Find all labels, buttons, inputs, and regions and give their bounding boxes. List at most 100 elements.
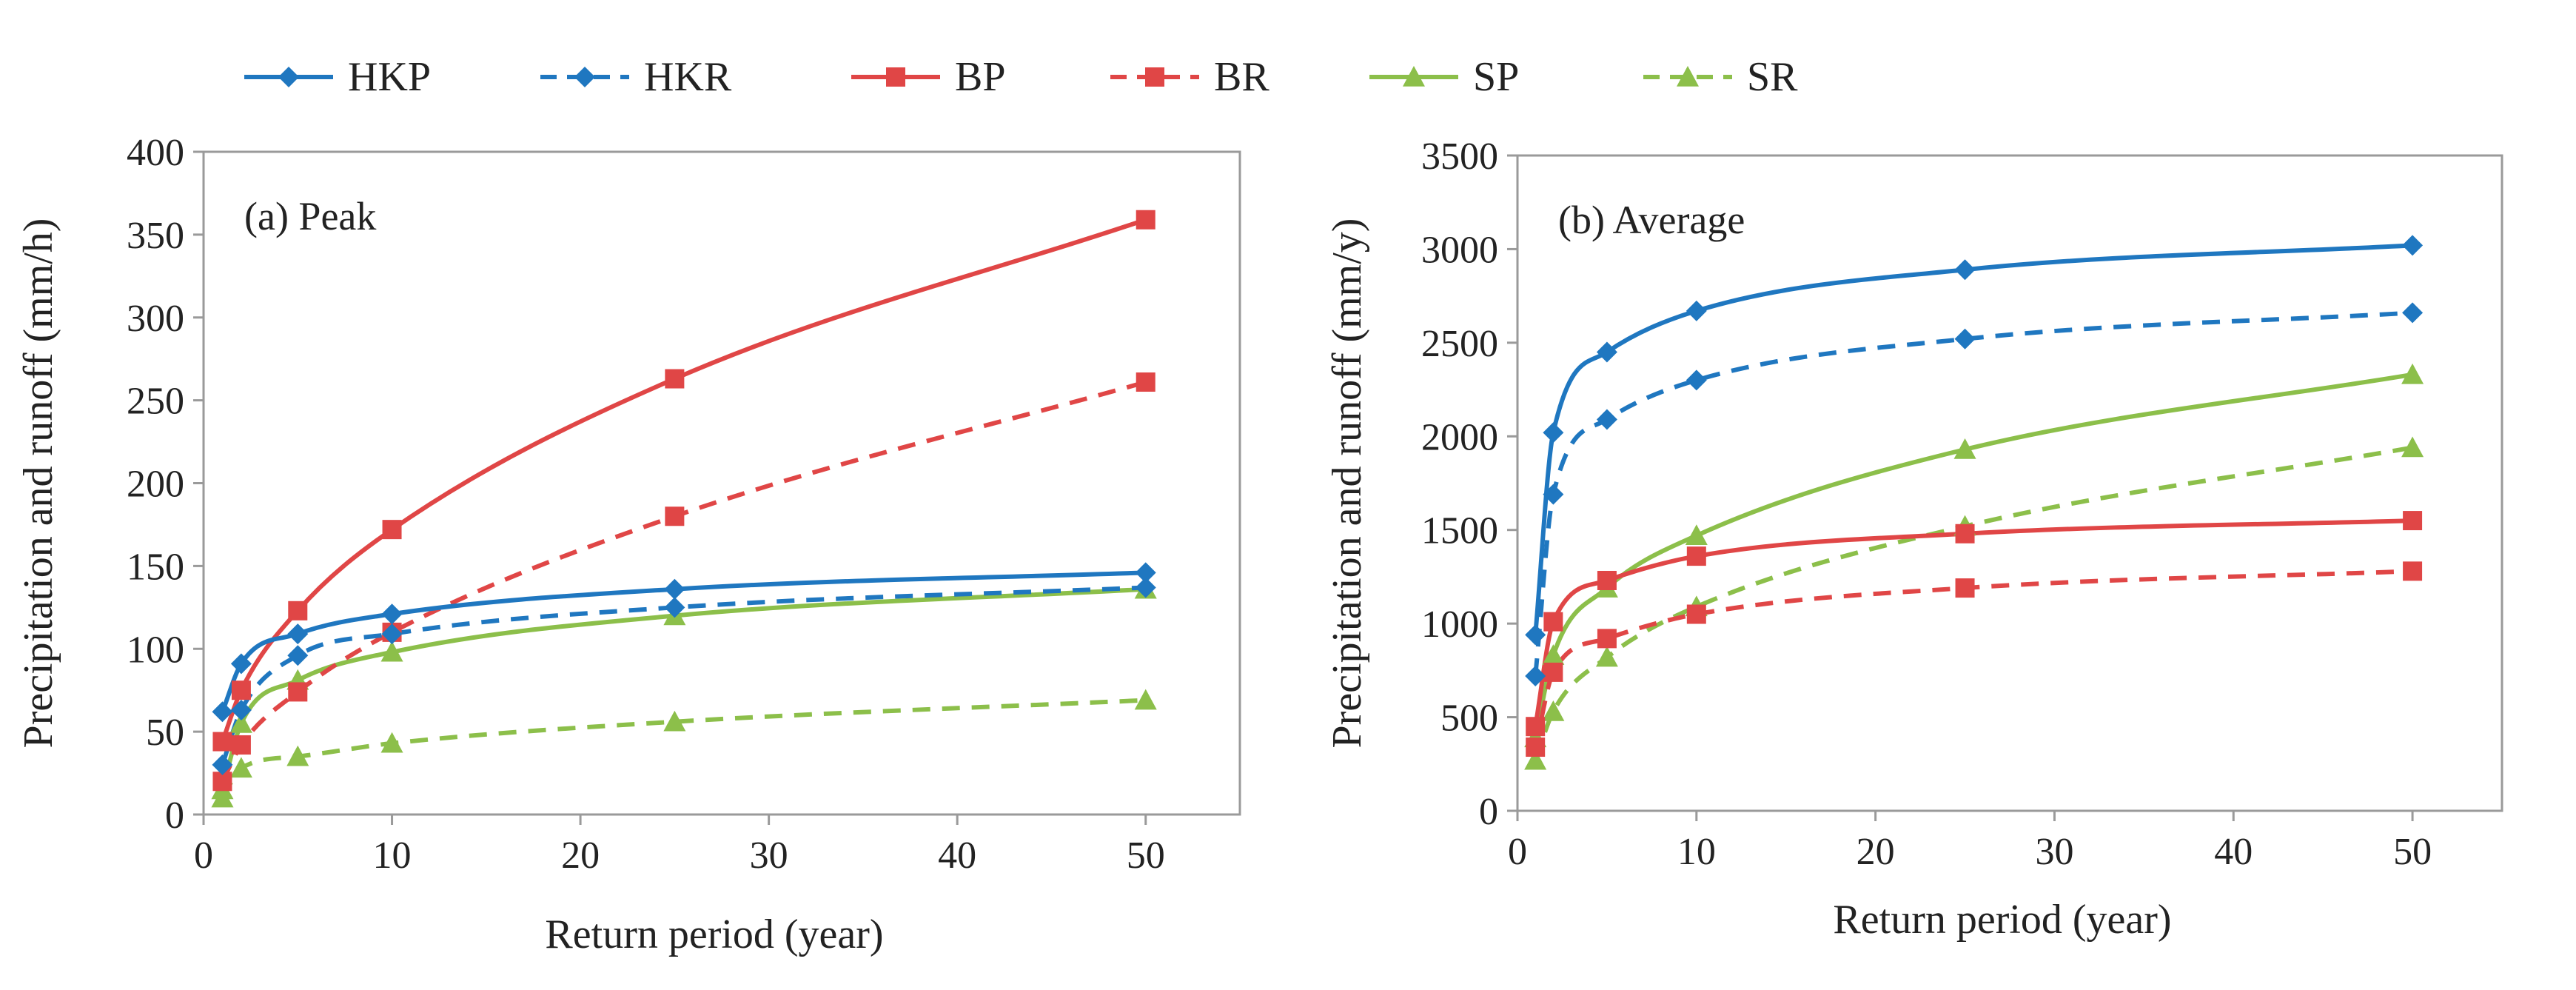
point-sr bbox=[1524, 749, 1547, 770]
point-hkr bbox=[1135, 577, 1156, 598]
point-bp bbox=[288, 601, 308, 621]
point-hkp bbox=[664, 578, 685, 600]
y-tick-label: 250 bbox=[127, 381, 184, 423]
series-line-sr bbox=[1533, 445, 2413, 761]
point-br bbox=[1686, 604, 1706, 624]
point-br bbox=[2403, 561, 2423, 581]
x-tick-label: 0 bbox=[194, 835, 213, 877]
legend-marker-sp bbox=[1403, 66, 1425, 87]
point-bp bbox=[1597, 570, 1617, 590]
legend-label-sr: SR bbox=[1747, 54, 1798, 100]
legend-marker-bp bbox=[886, 67, 905, 87]
point-hkp bbox=[2402, 235, 2424, 256]
series-line-bp bbox=[1533, 518, 2413, 727]
panel-label: (b) Average bbox=[1558, 198, 1745, 242]
point-bp bbox=[231, 680, 251, 700]
legend-item-sr: SR bbox=[1643, 54, 1798, 100]
point-sp bbox=[380, 641, 403, 662]
x-tick-label: 30 bbox=[2035, 831, 2073, 873]
legend-item-br: BR bbox=[1110, 54, 1269, 100]
point-sp bbox=[1953, 438, 1976, 459]
legend-marker-hkr bbox=[574, 67, 595, 87]
legend-marker-br bbox=[1145, 67, 1164, 87]
point-hkp bbox=[1954, 259, 1976, 281]
y-tick-label: 0 bbox=[1479, 791, 1498, 833]
y-tick-label: 2000 bbox=[1421, 416, 1498, 458]
x-tick-label: 0 bbox=[1508, 831, 1527, 873]
x-tick-label: 20 bbox=[561, 835, 600, 877]
x-tick-label: 50 bbox=[2393, 831, 2432, 873]
point-hkp bbox=[381, 603, 403, 625]
point-sp bbox=[2401, 363, 2424, 384]
legend-item-bp: BP bbox=[851, 54, 1006, 100]
point-bp bbox=[2403, 511, 2423, 531]
y-tick-label: 200 bbox=[127, 464, 184, 506]
point-br bbox=[1543, 662, 1563, 682]
point-sr bbox=[229, 757, 252, 778]
point-bp bbox=[1543, 612, 1563, 632]
x-tick-label: 20 bbox=[1856, 831, 1895, 873]
point-sr bbox=[1134, 689, 1157, 710]
point-hkr bbox=[212, 754, 233, 775]
point-sr bbox=[380, 732, 403, 753]
x-tick-label: 40 bbox=[938, 835, 976, 877]
y-tick-label: 3500 bbox=[1421, 136, 1498, 178]
y-axis-title: Precipitation and runoff (mm/y) bbox=[1324, 218, 1370, 749]
point-sp bbox=[1542, 644, 1565, 665]
x-tick-label: 10 bbox=[1677, 831, 1716, 873]
series-line-hkp bbox=[220, 570, 1146, 713]
series-line-br bbox=[1533, 569, 2413, 748]
point-hkr bbox=[1543, 484, 1564, 505]
y-tick-label: 1500 bbox=[1421, 510, 1498, 552]
point-hkr bbox=[1596, 409, 1617, 430]
legend-label-br: BR bbox=[1214, 54, 1269, 100]
point-hkr bbox=[381, 623, 403, 645]
point-hkp bbox=[1135, 562, 1156, 583]
legend-item-hkp: HKP bbox=[244, 54, 431, 100]
y-tick-label: 0 bbox=[165, 795, 184, 837]
point-br bbox=[288, 682, 308, 702]
y-tick-label: 350 bbox=[127, 215, 184, 257]
point-br bbox=[665, 506, 685, 526]
series-line-sp bbox=[1533, 372, 2413, 739]
x-tick-label: 30 bbox=[750, 835, 788, 877]
y-tick-label: 150 bbox=[127, 546, 184, 588]
y-tick-label: 400 bbox=[127, 132, 184, 174]
point-hkr bbox=[1686, 369, 1707, 391]
legend-marker-hkp bbox=[278, 67, 299, 87]
x-axis-title: Return period (year) bbox=[1833, 897, 2171, 943]
point-hkr bbox=[1525, 665, 1546, 686]
point-hkp bbox=[287, 623, 309, 645]
point-hkp bbox=[212, 701, 233, 723]
point-sp bbox=[229, 712, 252, 733]
point-bp bbox=[665, 369, 685, 389]
point-hkr bbox=[230, 700, 252, 721]
panel-label: (a) Peak bbox=[244, 194, 376, 238]
panel-a-peak: 0 50 100 150 200 250 300 350 400 0 10 20 30 40 50 Retur… bbox=[16, 132, 1241, 957]
point-sp bbox=[1685, 524, 1708, 546]
point-bp bbox=[382, 520, 402, 540]
plot-area bbox=[202, 150, 1241, 816]
point-br bbox=[1136, 372, 1155, 392]
y-axis-title: Precipitation and runoff (mm/h) bbox=[16, 218, 61, 749]
point-bp bbox=[1136, 210, 1155, 230]
legend-item-hkr: HKR bbox=[540, 54, 732, 100]
y-tick-label: 500 bbox=[1440, 698, 1498, 740]
series-line-bp bbox=[220, 217, 1147, 743]
point-sr bbox=[1542, 700, 1565, 721]
series-line-hkr bbox=[220, 585, 1146, 766]
legend-label-hkp: HKP bbox=[348, 54, 431, 100]
legend-label-sp: SP bbox=[1473, 54, 1519, 100]
point-br bbox=[1526, 738, 1546, 757]
y-tick-label: 50 bbox=[146, 712, 184, 754]
y-tick-label: 300 bbox=[127, 298, 184, 340]
point-bp bbox=[1686, 546, 1706, 566]
series-line-sr bbox=[220, 698, 1146, 800]
series-line-hkr bbox=[1533, 310, 2413, 677]
y-tick-label: 2500 bbox=[1421, 323, 1498, 365]
point-hkr bbox=[664, 597, 685, 618]
point-hkp bbox=[1596, 341, 1617, 363]
legend-label-bp: BP bbox=[955, 54, 1006, 100]
plot-area bbox=[1516, 154, 2503, 812]
